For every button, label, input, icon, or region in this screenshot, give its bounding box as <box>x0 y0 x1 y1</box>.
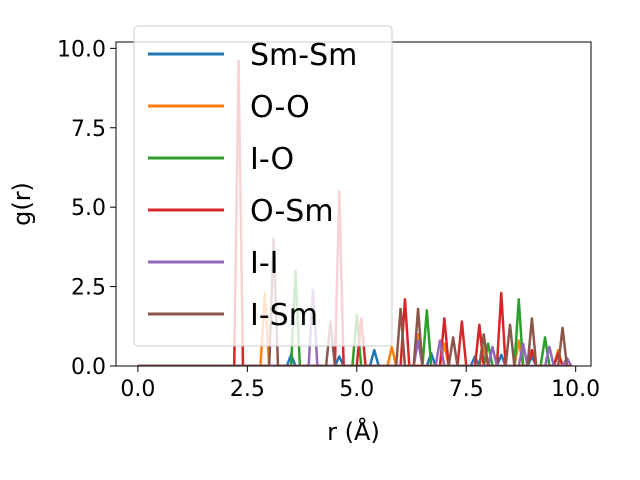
x-tick-label: 7.5 <box>449 377 484 402</box>
legend-label-i-sm: I-Sm <box>250 298 318 333</box>
legend-label-o-o: O-O <box>250 90 310 125</box>
x-tick-label: 2.5 <box>230 377 265 402</box>
y-tick-label: 10.0 <box>57 37 106 62</box>
legend-label-i-i: I-I <box>250 246 279 281</box>
legend-label-i-o: I-O <box>250 142 294 177</box>
x-tick-label: 5.0 <box>339 377 374 402</box>
y-tick-label: 0.0 <box>71 355 106 380</box>
x-axis-label: r (Å) <box>327 417 380 446</box>
legend: Sm-Sm O-O I-O O-Sm I-I I-Sm <box>133 25 393 347</box>
legend-label-sm-sm: Sm-Sm <box>250 38 357 73</box>
y-axis-ticks: 0.0 2.5 5.0 7.5 10.0 <box>57 37 116 380</box>
y-tick-label: 7.5 <box>71 117 106 142</box>
series-line-o-o <box>137 291 572 366</box>
series-line-i-i <box>137 288 573 366</box>
x-tick-label: 10.0 <box>551 377 600 402</box>
y-tick-label: 2.5 <box>71 276 106 301</box>
legend-label-o-sm: O-Sm <box>250 194 334 229</box>
y-tick-label: 5.0 <box>71 196 106 221</box>
x-axis-ticks: 0.0 2.5 5.0 7.5 10.0 <box>120 366 600 402</box>
y-axis-label: g(r) <box>8 182 36 226</box>
x-tick-label: 0.0 <box>120 377 155 402</box>
